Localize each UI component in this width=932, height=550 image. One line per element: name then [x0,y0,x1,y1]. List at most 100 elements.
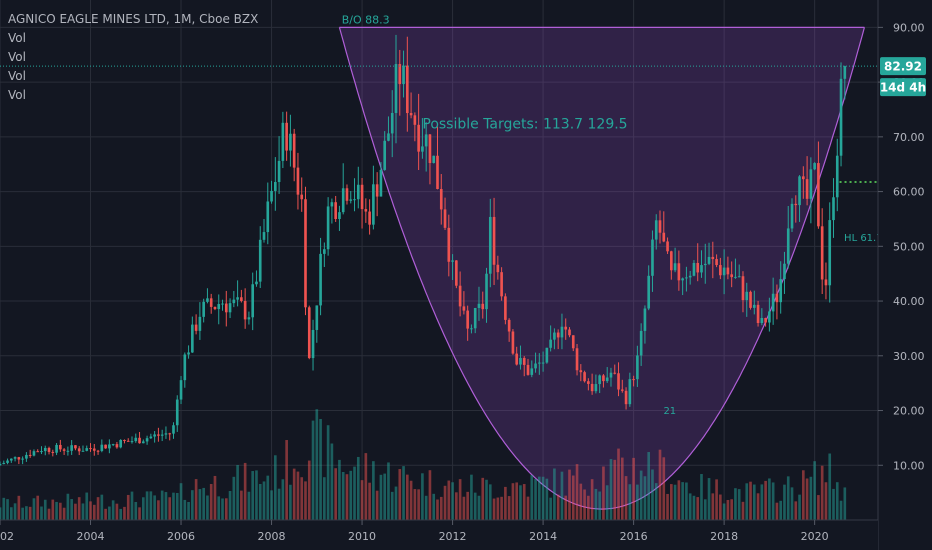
candle-body [81,450,85,452]
volume-bar [473,492,477,520]
candle-body [360,184,364,210]
candle-body [421,146,424,152]
volume-bar [421,473,424,520]
volume-bar [749,481,752,520]
volume-bar [326,425,330,520]
candle-body [639,330,643,356]
volume-bar [662,457,666,520]
candle-body [334,202,337,220]
volume-bar [813,461,816,520]
volume-bar [191,490,194,520]
candle-body [228,303,232,313]
candle-body [2,462,6,464]
candle-body [194,324,198,331]
candle-body [734,276,737,278]
candle-body [507,319,511,332]
volume-bar [32,498,36,520]
candle-body [722,267,726,276]
candle-body [175,399,179,426]
candle-body [145,438,149,442]
volume-bar [25,506,28,520]
candle-body [85,448,89,451]
candle-body [213,306,217,310]
candle-body [798,176,801,206]
volume-bar [405,474,409,520]
vol-indicator-label[interactable]: Vol [8,88,26,102]
candle-body [372,184,375,225]
candle-body [108,444,111,449]
candle-body [681,278,684,281]
volume-bar [730,499,733,520]
volume-bar [409,480,413,520]
vol-indicator-label[interactable]: Vol [8,50,26,64]
volume-bar [96,497,100,520]
volume-bar [594,488,598,520]
candle-body [741,276,745,301]
candle-body [760,317,764,324]
volume-bar [500,496,503,520]
chart-title: AGNICO EAGLE MINES LTD, 1M, Cboe BZX [8,12,259,26]
vol-indicator-label[interactable]: Vol [8,69,26,83]
candle-body [786,228,790,264]
candle-body [405,65,409,114]
volume-bar [236,465,239,520]
candle-body [126,440,130,442]
candle-body [492,216,496,265]
vol-indicator-label[interactable]: Vol [8,31,26,45]
candle-body [764,317,767,323]
candle-body [262,232,266,240]
volume-bar [771,482,775,520]
volume-bar [262,481,266,520]
volume-bar [36,495,40,520]
candle-body [183,354,187,381]
volume-bar [504,486,507,520]
volume-bar [311,420,315,520]
volume-bar [304,481,307,520]
volume-bar [258,483,262,520]
candle-body [273,182,277,191]
candle-body [775,293,779,303]
candle-body [458,285,462,307]
candle-body [153,434,156,437]
volume-bar [307,460,311,520]
candle-body [730,274,733,278]
volume-bar [783,484,786,520]
candle-body [522,357,526,365]
volume-bar [624,476,628,520]
candle-body [32,451,36,456]
candle-body [387,133,390,141]
candle-body [130,441,134,443]
candle-body [692,262,696,276]
candle-body [28,454,32,456]
candle-body [115,444,119,448]
volume-bar [571,475,575,520]
volume-bar [447,480,451,520]
candle-body [243,300,247,320]
volume-bar [719,494,722,520]
candle-body [662,232,666,242]
volume-bar [356,456,360,520]
candle-body [835,155,839,198]
volume-bar [632,457,635,520]
volume-bar [741,501,745,520]
candle-body [768,311,771,323]
volume-bar [126,494,130,520]
candle-body [605,377,609,382]
volume-bar [179,483,183,520]
volume-bar [768,478,771,520]
candle-body [587,381,590,384]
volume-bar [172,492,175,520]
candle-body [624,390,628,405]
volume-bar [206,495,209,520]
candle-body [598,375,601,385]
volume-bar [549,497,552,520]
time-tick-label: 2006 [167,530,195,543]
candle-body [553,332,556,340]
candle-body [349,199,353,201]
candle-body [160,434,164,436]
candle-body [628,379,632,405]
candle-body [198,316,202,331]
countdown-badge-text: 14d 4h [880,81,926,95]
candle-body [123,439,126,441]
